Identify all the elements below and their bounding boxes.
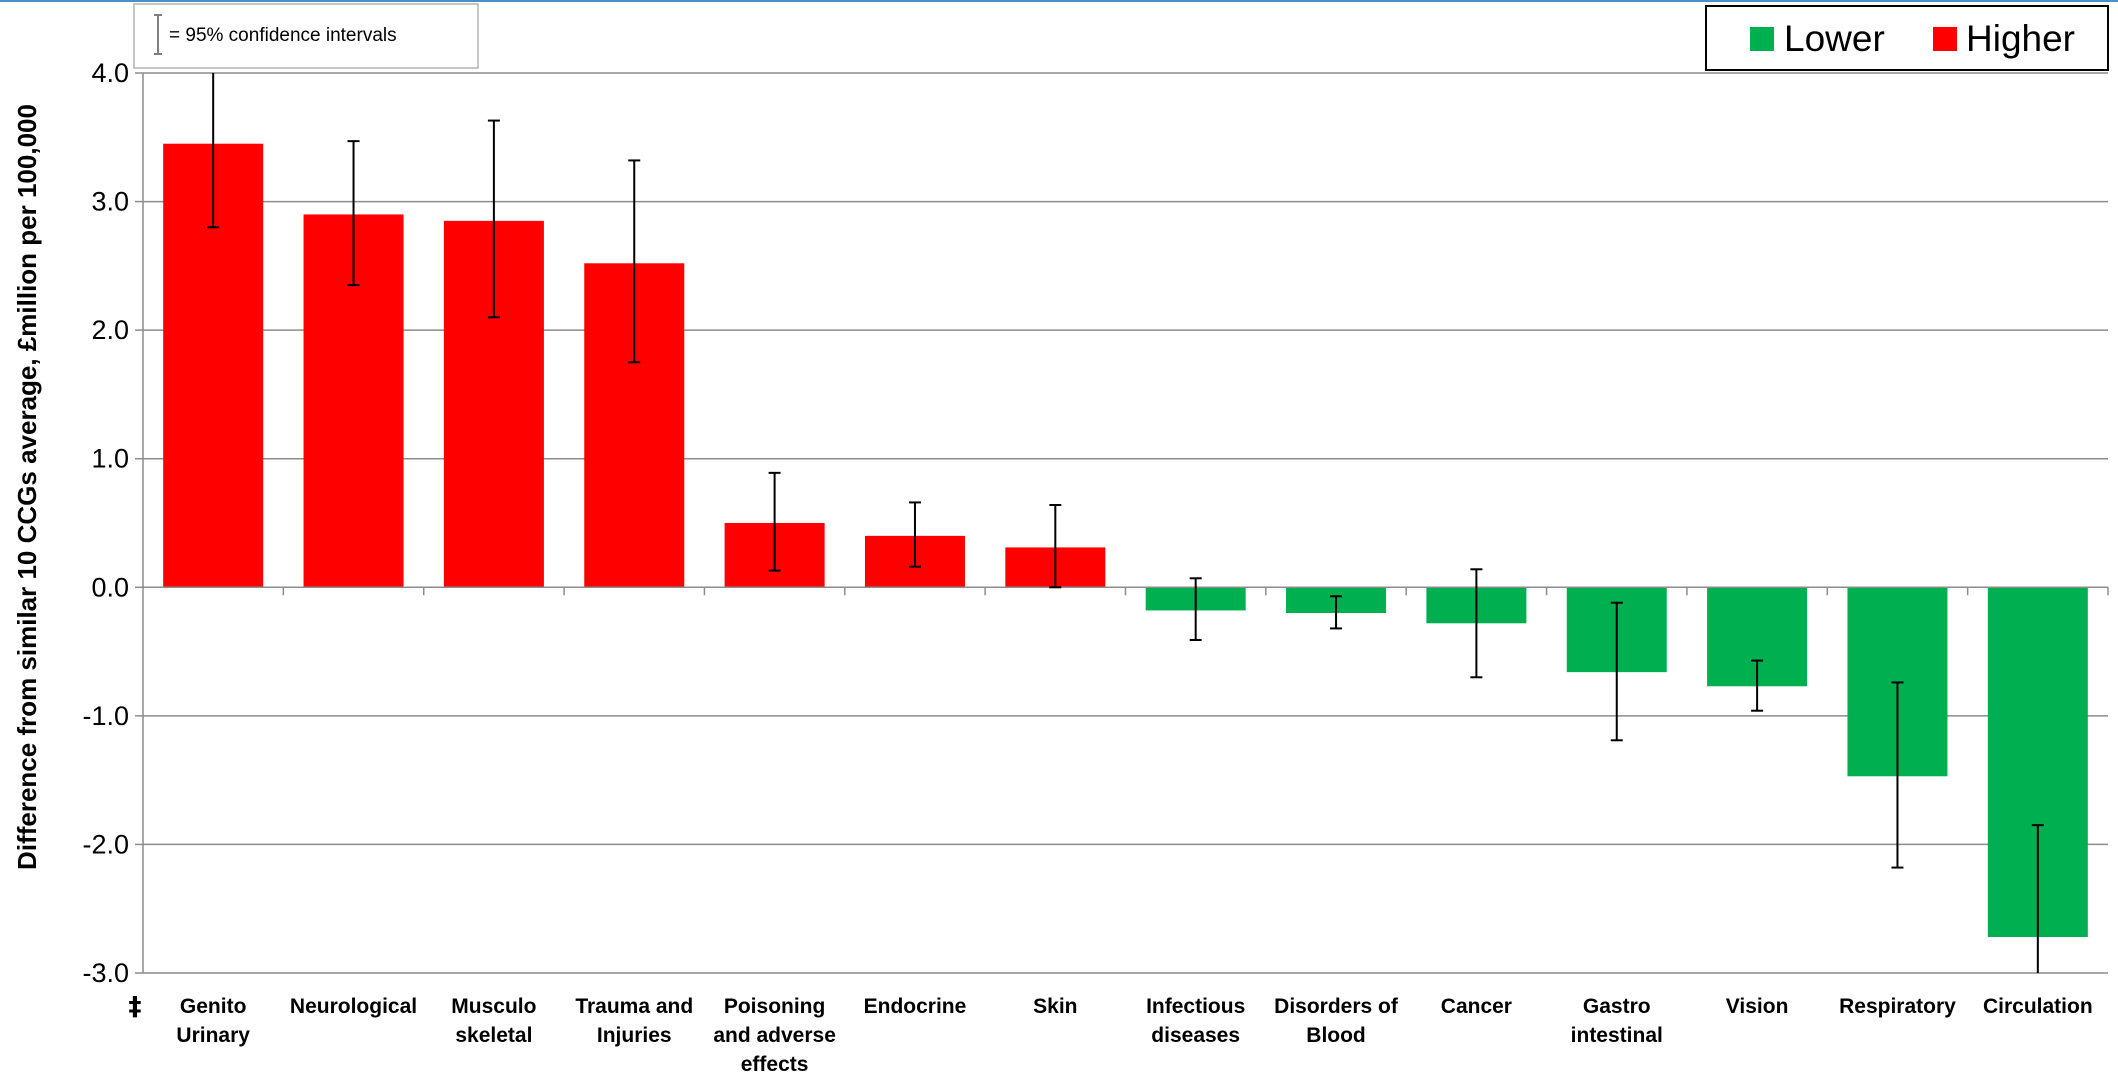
error-bar — [1189, 577, 1202, 641]
y-tick-label: -2.0 — [82, 829, 129, 859]
y-tick-label: 0.0 — [91, 572, 129, 602]
category-label: Neurological — [290, 995, 417, 1018]
legend: Lower Higher — [1705, 5, 2109, 71]
error-bar — [207, 73, 220, 229]
error-bar — [2031, 824, 2044, 973]
y-tick-label: -1.0 — [82, 701, 129, 731]
category-label: Cancer — [1441, 995, 1512, 1018]
y-tick-label: 2.0 — [91, 315, 129, 345]
category-label: Musculo skeletal — [451, 995, 536, 1047]
category-label: Disorders of Blood — [1274, 995, 1399, 1047]
y-tick-label: 1.0 — [91, 444, 129, 474]
error-bars — [207, 73, 2044, 973]
legend-swatch-lower — [1750, 27, 1774, 51]
category-label: Skin — [1033, 995, 1077, 1018]
error-bar — [768, 471, 781, 572]
error-bar — [1891, 681, 1904, 869]
bars — [163, 143, 2088, 937]
error-bar — [487, 119, 500, 319]
error-bar — [347, 140, 360, 287]
y-axis-ticks: -3.0 -2.0 -1.0 0.0 1.0 2.0 3.0 4.0 — [82, 58, 143, 988]
legend-label-lower: Lower — [1784, 18, 1885, 59]
y-axis-label: Difference from similar 10 CCGs average,… — [12, 104, 42, 870]
axes — [142, 73, 2109, 973]
category-label: Circulation — [1983, 995, 2093, 1018]
legend-swatch-higher — [1933, 27, 1957, 51]
footnote-marker: ‡ — [129, 992, 142, 1022]
error-bar — [1610, 601, 1623, 742]
y-tick-label: 4.0 — [91, 58, 129, 88]
error-bar — [1470, 568, 1483, 679]
category-label: Poisoning and adverse effects — [713, 995, 836, 1076]
gridlines — [143, 72, 2108, 974]
y-tick-label: 3.0 — [91, 187, 129, 217]
ci-note-text: = 95% confidence intervals — [169, 25, 397, 46]
error-bar — [908, 501, 921, 568]
category-label: Genito Urinary — [176, 995, 250, 1047]
error-bar — [1751, 659, 1764, 712]
category-label: Respiratory — [1839, 995, 1956, 1018]
ci-note-box: = 95% confidence intervals — [133, 3, 479, 69]
y-tick-label: -3.0 — [82, 958, 129, 988]
category-label: Endocrine — [864, 995, 967, 1018]
category-label: Gastro intestinal — [1571, 995, 1663, 1047]
category-label: Vision — [1726, 995, 1789, 1018]
error-bar — [1049, 504, 1062, 589]
category-label: Trauma and Injuries — [575, 995, 693, 1047]
ci-icon — [154, 14, 162, 55]
x-axis-categories: Genito Urinary Neurological Musculo skeletal… — [176, 995, 2092, 1076]
error-bar — [628, 159, 641, 364]
category-label: Infectious diseases — [1146, 995, 1245, 1047]
legend-label-higher: Higher — [1966, 18, 2075, 59]
error-bar — [1330, 595, 1343, 630]
